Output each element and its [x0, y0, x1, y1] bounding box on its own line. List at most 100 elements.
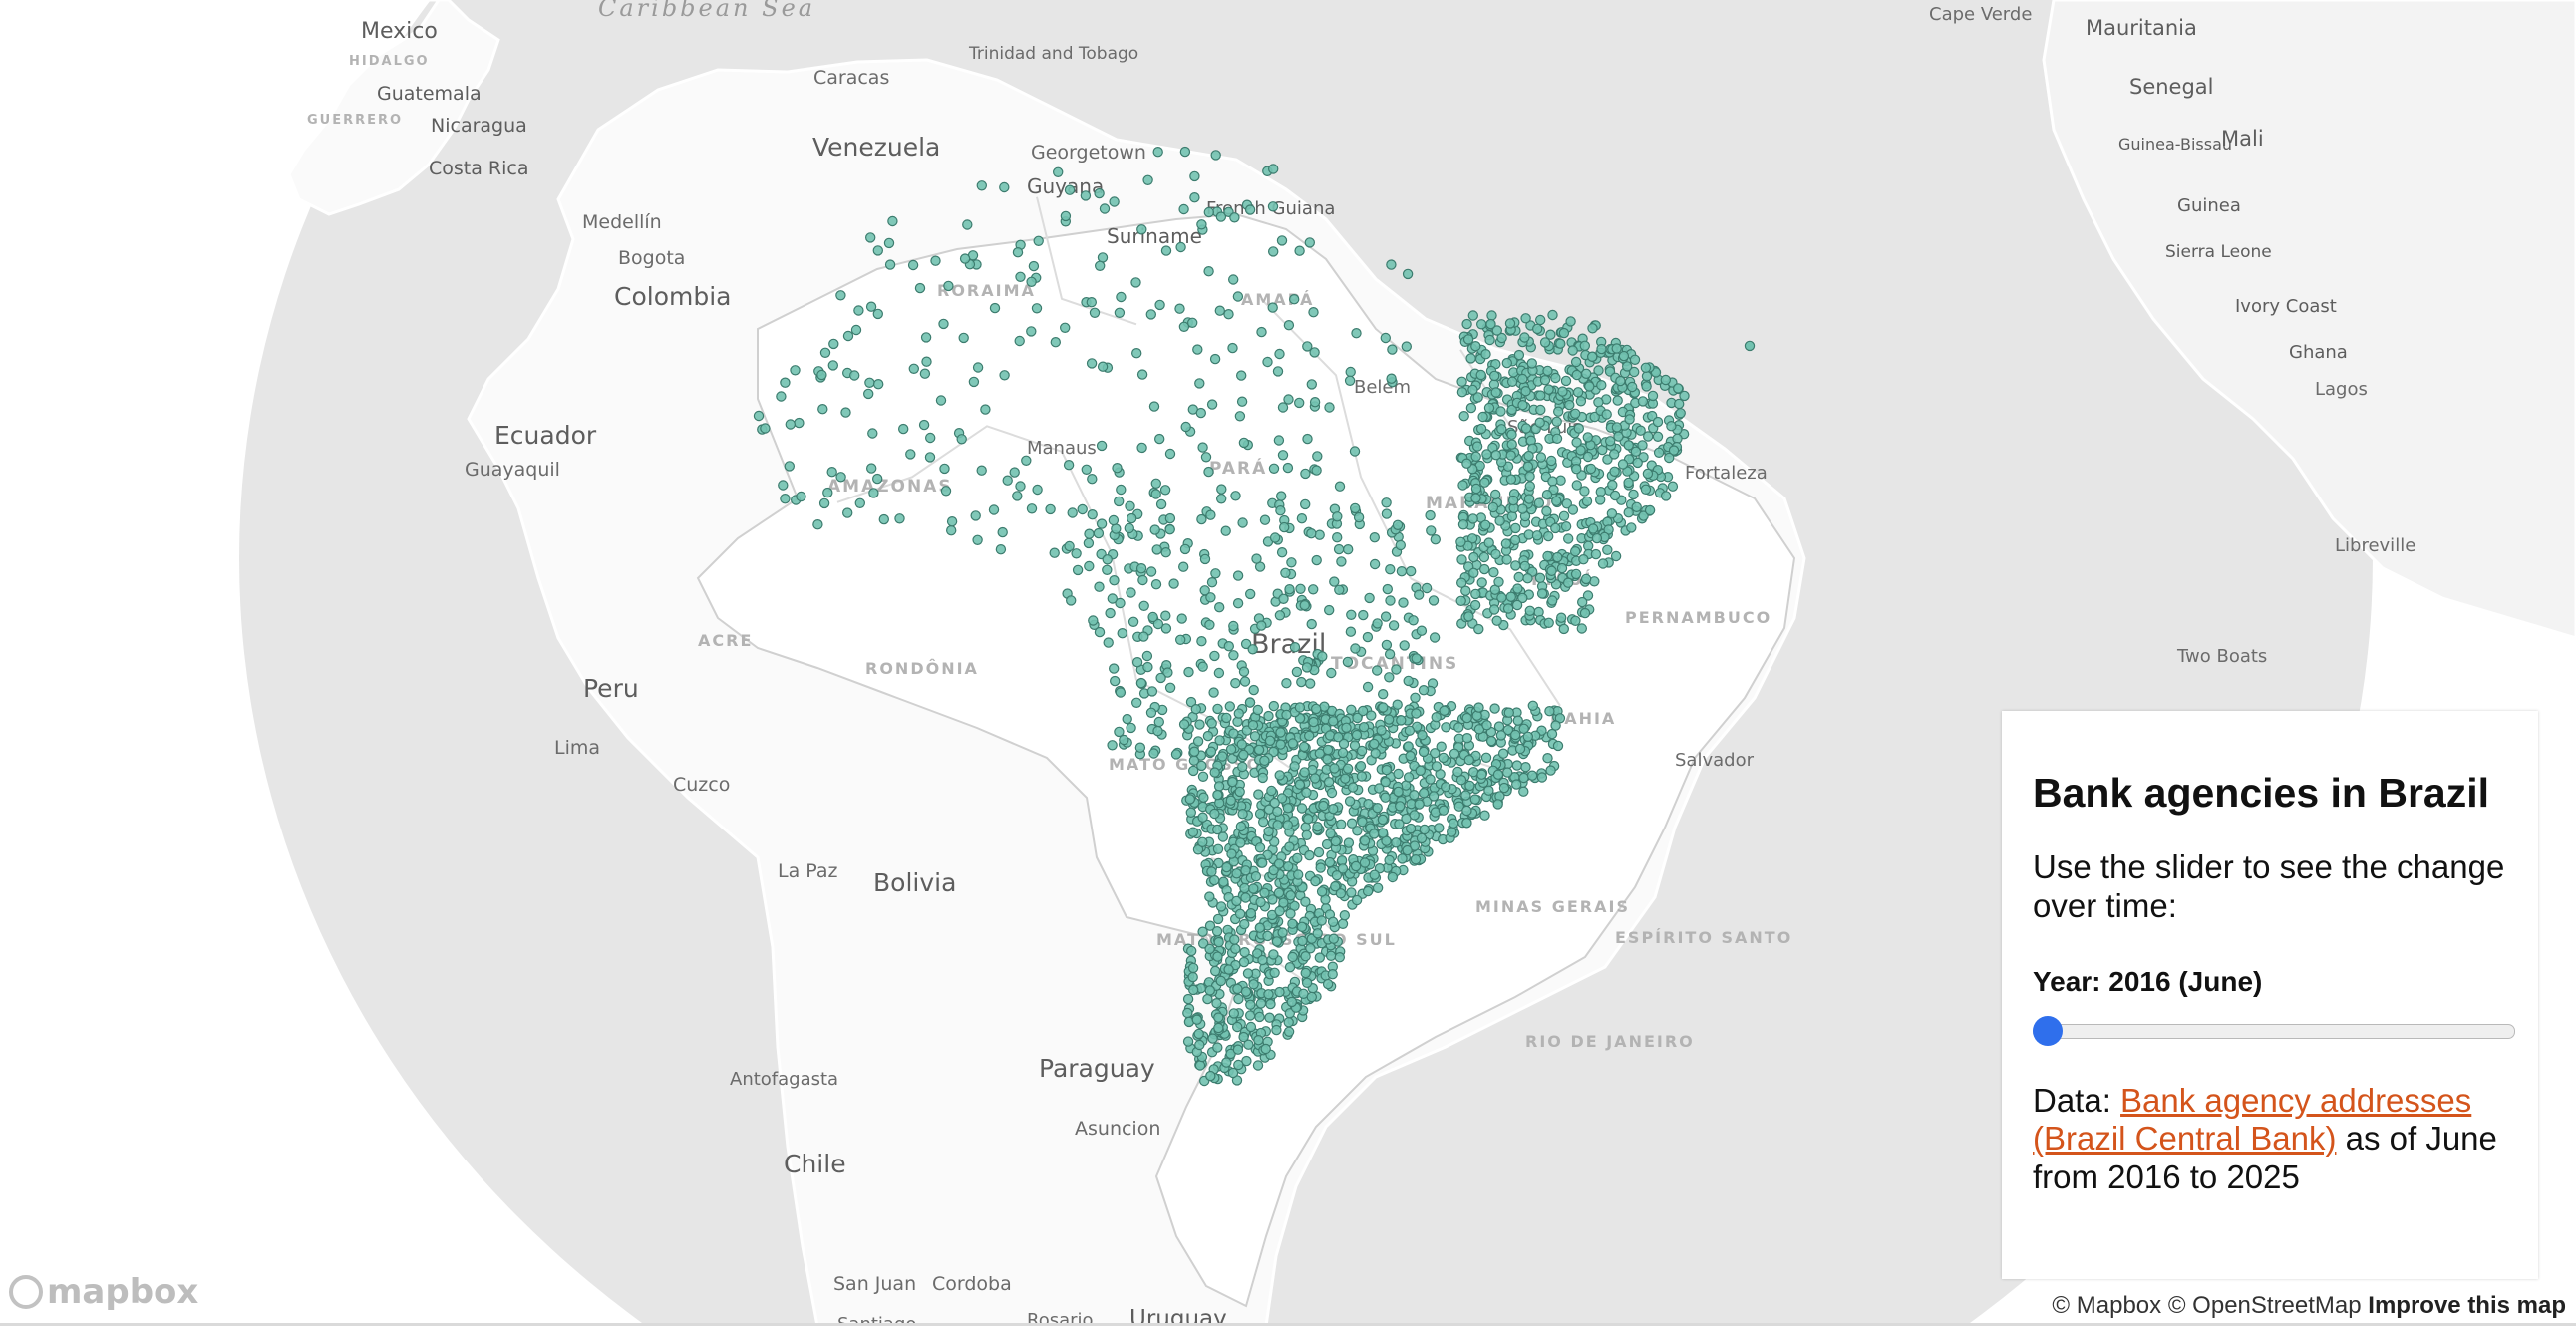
state-border: [1410, 577, 1561, 707]
agency-point: [1197, 938, 1209, 949]
slider-thumb[interactable]: [2033, 1015, 2063, 1046]
agency-point: [1475, 369, 1486, 381]
agency-point: [1300, 951, 1311, 962]
agency-point: [1339, 910, 1351, 921]
agency-point: [1405, 750, 1416, 762]
agency-point: [1187, 827, 1199, 837]
city-label: Lima: [554, 737, 600, 759]
agency-point: [1215, 211, 1227, 222]
agency-point: [1064, 184, 1076, 195]
agency-point: [1623, 440, 1634, 451]
agency-point: [1296, 676, 1307, 688]
agency-point: [1287, 738, 1299, 749]
agency-point: [1302, 433, 1313, 445]
agency-point: [1673, 398, 1685, 410]
agency-point: [1466, 533, 1478, 544]
agency-point: [1241, 1055, 1252, 1067]
agency-point: [1623, 507, 1634, 518]
agency-point: [1155, 672, 1166, 684]
agency-point: [873, 379, 884, 390]
agency-point: [1204, 920, 1216, 931]
agency-point: [1262, 356, 1273, 368]
agency-point: [1640, 362, 1652, 373]
agency-point: [1593, 365, 1604, 376]
agency-point: [1239, 947, 1250, 958]
agency-point: [1212, 1042, 1223, 1053]
agency-point: [1458, 411, 1469, 422]
osm-attribution[interactable]: © OpenStreetMap: [2167, 1292, 2362, 1319]
agency-point: [1293, 397, 1305, 409]
agency-point: [1015, 271, 1026, 282]
agency-point: [1274, 770, 1285, 781]
improve-map-link[interactable]: Improve this map: [2368, 1292, 2566, 1319]
agency-point: [1418, 685, 1430, 696]
agency-point: [1114, 307, 1126, 318]
agency-point: [1607, 480, 1618, 491]
agency-point: [1495, 730, 1507, 741]
agency-point: [1240, 865, 1251, 876]
agency-point: [1334, 584, 1345, 596]
agency-point: [1461, 818, 1472, 829]
mapbox-logo[interactable]: mapbox: [9, 1272, 198, 1312]
agency-point: [1094, 260, 1106, 271]
year-slider[interactable]: [2033, 1014, 2515, 1048]
agency-point: [1273, 858, 1285, 869]
agency-point: [962, 219, 973, 230]
agency-point: [1206, 866, 1217, 877]
agency-point: [1209, 808, 1220, 820]
agency-point: [1468, 567, 1479, 579]
agency-point: [1637, 440, 1648, 451]
slider-track[interactable]: [2033, 1023, 2515, 1039]
agency-point: [854, 497, 866, 508]
agency-point: [1176, 613, 1187, 624]
agency-point: [1026, 276, 1037, 287]
city-label: Medellín: [582, 211, 662, 233]
agency-point: [1226, 848, 1237, 859]
agency-point: [1295, 583, 1306, 595]
mapbox-attribution[interactable]: © Mapbox: [2052, 1292, 2162, 1319]
agency-point: [1323, 604, 1335, 616]
agency-point: [1392, 519, 1404, 531]
agency-point: [1570, 615, 1581, 627]
agency-point: [1546, 565, 1557, 577]
agency-point: [850, 324, 862, 336]
agency-point: [1228, 1008, 1240, 1019]
agency-point: [1641, 381, 1652, 392]
agency-point: [1679, 390, 1690, 402]
agency-point: [1260, 1043, 1271, 1055]
agency-point: [1562, 577, 1574, 588]
agency-point: [1464, 780, 1475, 792]
agency-point: [1252, 704, 1264, 716]
agency-point: [1301, 977, 1313, 989]
agency-point: [863, 388, 874, 400]
agency-point: [1160, 610, 1171, 621]
agency-point: [1211, 824, 1223, 835]
agency-point: [1168, 578, 1179, 589]
agency-point: [1311, 554, 1322, 566]
agency-point: [1213, 602, 1225, 613]
agency-point: [1341, 722, 1352, 734]
agency-point: [1456, 387, 1468, 398]
agency-point: [1329, 576, 1340, 587]
land-africa: [2042, 0, 2576, 640]
country-label: Trinidad and Tobago: [968, 44, 1138, 64]
agency-point: [1640, 484, 1652, 495]
agency-point: [1316, 886, 1328, 897]
agency-point: [1602, 454, 1613, 465]
agency-point: [1333, 732, 1344, 743]
agency-point: [1325, 828, 1336, 839]
agency-point: [1542, 530, 1554, 542]
agency-point: [1223, 309, 1234, 320]
agency-point: [1638, 510, 1649, 521]
source-link[interactable]: Bank agency addresses (Brazil Central Ba…: [2033, 1081, 2472, 1158]
agency-point: [1188, 746, 1200, 757]
agency-point: [1418, 788, 1430, 799]
agency-point: [1402, 268, 1414, 280]
agency-point: [1153, 716, 1165, 728]
agency-point: [1642, 468, 1654, 480]
agency-point: [1358, 609, 1369, 621]
agency-point: [1124, 522, 1135, 534]
agency-point: [1562, 533, 1574, 544]
